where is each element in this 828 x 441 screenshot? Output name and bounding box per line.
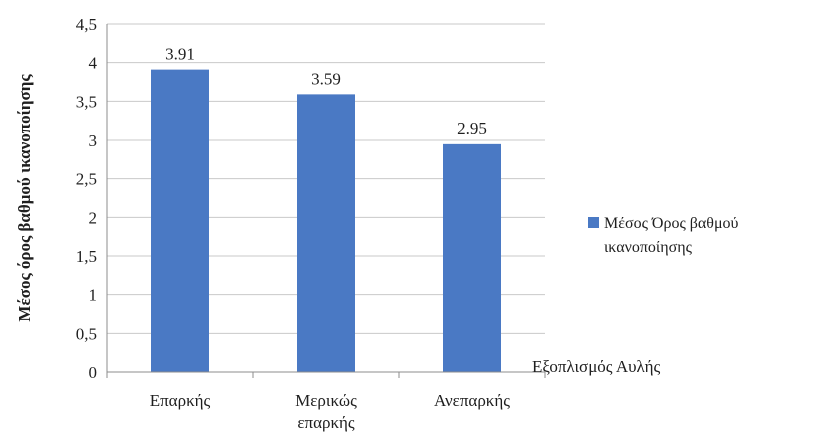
data-label: 3.91 xyxy=(165,45,195,64)
bar xyxy=(151,69,209,373)
y-tick-label: 3,5 xyxy=(76,92,97,111)
y-tick-label: 0,5 xyxy=(76,324,97,343)
y-tick-label: 4,5 xyxy=(76,15,97,34)
bar xyxy=(443,143,501,372)
axes xyxy=(106,24,546,378)
x-category-label: Ανεπαρκής xyxy=(434,391,510,410)
y-tick-label: 0 xyxy=(89,363,98,382)
bar xyxy=(297,94,355,372)
labels: 0 0,5 1 1,5 2 2,5 3 3,5 4 4,5 3.91 Επαρκής 3.59 Μερικ… xyxy=(15,15,661,432)
y-tick-label: 2,5 xyxy=(76,170,97,189)
x-category-label: Μερικώς xyxy=(295,391,357,410)
bars xyxy=(151,69,501,373)
legend: Μέσος Όρος βαθμού ικανοποίησης xyxy=(588,215,739,256)
y-tick-label: 3 xyxy=(89,131,98,150)
y-tick-label: 1 xyxy=(89,286,98,305)
legend-label: Μέσος Όρος βαθμού xyxy=(604,215,739,232)
x-category-label: Επαρκής xyxy=(150,391,211,410)
data-label: 3.59 xyxy=(311,69,341,88)
x-category-label: επαρκής xyxy=(297,413,355,432)
y-tick-label: 2 xyxy=(89,208,98,227)
y-tick-label: 4 xyxy=(89,54,98,73)
legend-swatch xyxy=(588,217,599,228)
x-axis-title: Εξοπλισμός Αυλής xyxy=(532,357,661,376)
y-axis-title: Μέσος όρος βαθμού ικανοποίησης xyxy=(15,74,34,322)
legend-label: ικανοποίησης xyxy=(604,239,693,256)
y-tick-label: 1,5 xyxy=(76,247,97,266)
data-label: 2.95 xyxy=(457,119,487,138)
